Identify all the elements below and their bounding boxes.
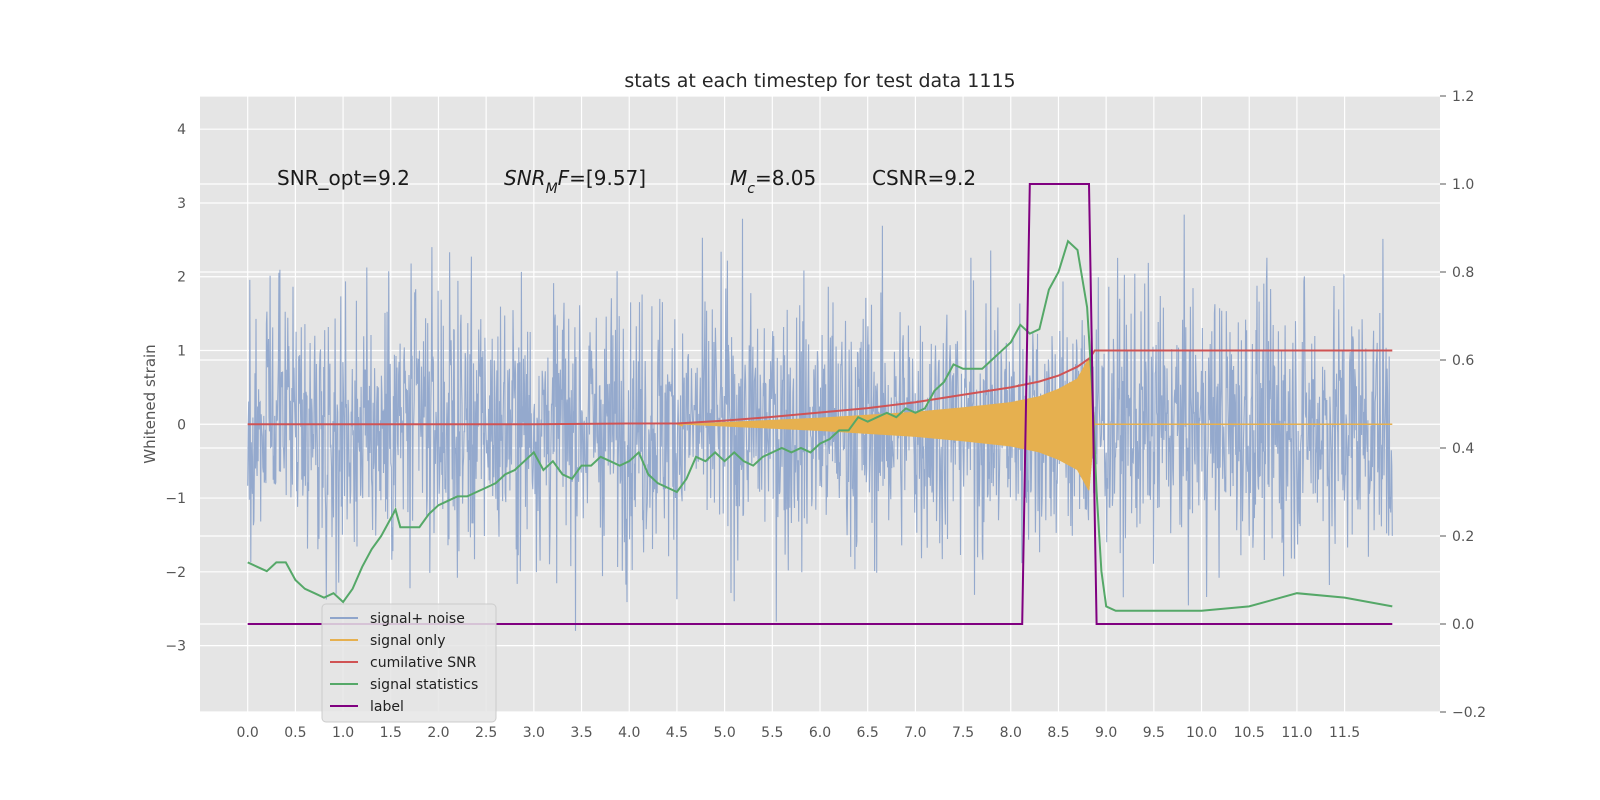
legend-label: signal only (370, 633, 445, 649)
axes-layer: 0.0 0.5 1.0 1.5 2.0 2.5 3.0 3.5 4.0 4.5 5.0 5.5 6.0 6… (165, 89, 1486, 741)
y-tick-label-left: 1 (177, 344, 186, 360)
legend-label: signal+ noise (370, 611, 465, 627)
legend: signal+ noise signal only cumilative SNR si… (321, 603, 497, 723)
annotation-2: Mc=8.05 (730, 166, 816, 197)
y-tick-label-right: 0.6 (1452, 353, 1474, 369)
x-tick-label: 11.5 (1329, 725, 1360, 741)
x-tick-label: 10.0 (1186, 725, 1217, 741)
series-label (247, 183, 1393, 625)
x-tick-label: 3.0 (523, 725, 545, 741)
x-tick-label: 7.5 (952, 725, 974, 741)
y-tick-label-right: 1.2 (1452, 89, 1474, 105)
annotation-1: SNRMF=[9.57] (504, 166, 646, 197)
signal-noise-line (247, 214, 1393, 631)
x-tick-label: 8.0 (1000, 725, 1022, 741)
x-tick-label: 0.5 (284, 725, 306, 741)
x-tick-label: 7.0 (904, 725, 926, 741)
annotation-0: SNR_opt=9.2 (277, 166, 410, 190)
x-tick-label: 10.5 (1234, 725, 1265, 741)
y-tick-label-right: 0.0 (1452, 617, 1474, 633)
y-tick-label-left: −1 (165, 491, 186, 507)
y-tick-label-left: 3 (177, 196, 186, 212)
x-tick-label: 4.0 (618, 725, 640, 741)
annotation-part: c (747, 181, 755, 197)
series-signal-statistics (247, 239, 1393, 612)
x-tick-label: 8.5 (1047, 725, 1069, 741)
x-tick-label: 2.0 (427, 725, 449, 741)
annotation-part: CSNR=9.2 (872, 166, 976, 190)
annotation-part: =[9.57] (569, 166, 646, 190)
x-tick-label: 3.5 (570, 725, 592, 741)
annotation-part: F (558, 166, 570, 190)
x-tick-label: 0.0 (237, 725, 259, 741)
legend-frame (321, 603, 497, 723)
series-layer (247, 183, 1393, 631)
x-tick-label: 4.5 (666, 725, 688, 741)
y-tick-label-right: −0.2 (1452, 705, 1486, 721)
cumilative-snr-line (247, 349, 1393, 426)
y-tick-label-left: 0 (177, 417, 186, 433)
signal-statistics-line (247, 239, 1393, 612)
label-line (247, 183, 1393, 625)
annotation-part: M (730, 166, 747, 190)
annotation-part: SNR_opt=9.2 (277, 166, 410, 190)
x-tick-label: 9.0 (1095, 725, 1117, 741)
annotation-part: SNR (504, 166, 546, 190)
x-tick-label: 5.5 (761, 725, 783, 741)
x-tick-label: 6.0 (809, 725, 831, 741)
y-tick-label-left: 2 (177, 270, 186, 286)
y-tick-label-right: 1.0 (1452, 177, 1474, 193)
x-tick-label: 1.5 (380, 725, 402, 741)
legend-label: signal statistics (370, 677, 478, 693)
y-tick-label-left: −3 (165, 639, 186, 655)
annotation-part: M (546, 181, 558, 197)
y-tick-label-right: 0.8 (1452, 265, 1474, 281)
x-tick-label: 5.0 (713, 725, 735, 741)
y-tick-label-right: 0.4 (1452, 441, 1474, 457)
y-tick-label-left: −2 (165, 565, 186, 581)
series-signal-noise (247, 214, 1393, 631)
x-tick-label: 2.5 (475, 725, 497, 741)
annotation-part: =8.05 (755, 166, 816, 190)
x-tick-label: 1.0 (332, 725, 354, 741)
x-tick-label: 6.5 (857, 725, 879, 741)
chart-title: stats at each timestep for test data 111… (624, 70, 1015, 92)
y-axis-label: Whitened strain (141, 344, 159, 463)
annotations: SNR_opt=9.2 SNRMF=[9.57] Mc=8.05 CSNR=9.2 (277, 166, 976, 197)
y-tick-label-left: 4 (177, 122, 186, 138)
x-tick-label: 11.0 (1281, 725, 1312, 741)
series-cumilative-snr (247, 349, 1393, 426)
legend-label: cumilative SNR (370, 655, 477, 671)
y-tick-label-right: 0.2 (1452, 529, 1474, 545)
x-tick-label: 9.5 (1143, 725, 1165, 741)
annotation-3: CSNR=9.2 (872, 166, 976, 190)
legend-label: label (370, 699, 404, 715)
